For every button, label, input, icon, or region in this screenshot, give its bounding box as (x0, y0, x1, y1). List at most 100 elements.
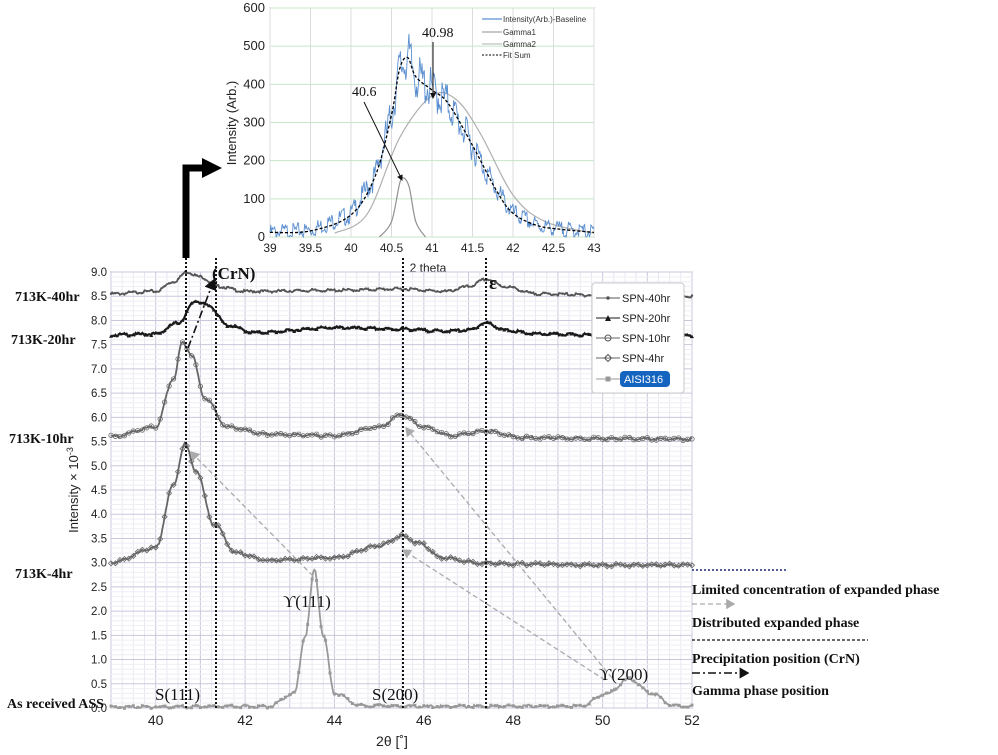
series-point-spn-20hr (162, 328, 167, 333)
series-point-spn-4hr (510, 562, 517, 569)
inset-y-axis-label: Intensity (Arb.) (224, 81, 239, 166)
series-point-aisi316 (574, 704, 578, 708)
series-point-spn-40hr (543, 291, 546, 295)
series-point-spn-10hr (430, 426, 436, 432)
series-point-spn-10hr (179, 339, 186, 345)
series-point-spn-4hr (393, 534, 401, 541)
series-point-spn-40hr (217, 283, 220, 287)
series-point-spn-40hr (208, 281, 211, 284)
series-point-spn-40hr (275, 290, 278, 293)
series-point-spn-4hr (358, 547, 365, 554)
series-point-spn-4hr (568, 561, 575, 568)
series-point-spn-4hr (385, 539, 392, 546)
series-point-spn-4hr (228, 547, 235, 554)
series-point-spn-20hr (515, 328, 520, 332)
series-point-aisi316 (426, 704, 430, 708)
series-point-aisi316 (207, 704, 211, 708)
series-point-aisi316 (198, 706, 202, 710)
series-point-aisi316 (520, 705, 524, 709)
series-point-spn-20hr (439, 328, 444, 333)
series-point-spn-4hr (233, 549, 240, 556)
series-point-spn-4hr (121, 555, 128, 563)
series-point-spn-40hr (158, 289, 162, 292)
series-point-aisi316 (248, 705, 252, 709)
series-point-spn-20hr (301, 326, 306, 330)
series-point-spn-40hr (498, 283, 502, 287)
series-point-spn-4hr (143, 547, 150, 554)
series-point-spn-10hr (546, 433, 552, 440)
series-point-spn-10hr (416, 423, 422, 429)
series-point-spn-20hr (479, 322, 484, 326)
inset-x-tick-label: 40 (344, 241, 358, 255)
main-x-tick-label: 46 (416, 712, 432, 728)
main-y-tick-label: 3.5 (91, 533, 107, 545)
inset-series-group (269, 33, 595, 239)
series-point-spn-20hr (386, 326, 391, 330)
series-point-spn-20hr (690, 334, 694, 339)
series-point-aisi316 (498, 704, 502, 708)
main-x-tick-label: 40 (148, 712, 164, 728)
series-point-aisi316 (221, 705, 225, 709)
series-point-spn-4hr (130, 552, 137, 560)
series-point-spn-20hr (488, 320, 493, 325)
series-point-spn-10hr (439, 429, 445, 436)
legend-marker-spn10 (604, 334, 612, 342)
legend-marker-aisi316 (605, 376, 611, 382)
series-point-spn-40hr (351, 288, 354, 292)
series-point-spn-40hr (583, 295, 586, 298)
main-y-axis-label-text: Intensity × 10 (66, 455, 81, 533)
series-point-aisi316 (122, 706, 126, 710)
series-point-aisi316 (337, 693, 341, 697)
series-point-spn-20hr (453, 327, 458, 332)
series-point-spn-10hr (229, 423, 235, 429)
series-point-spn-4hr (242, 552, 249, 559)
series-point-spn-20hr (287, 328, 292, 332)
series-point-aisi316 (627, 676, 631, 680)
series-point-spn-10hr (354, 429, 360, 436)
series-point-spn-20hr (171, 320, 176, 325)
series-point-aisi316 (203, 705, 207, 709)
series-point-aisi316 (408, 704, 412, 708)
series-point-spn-20hr (395, 328, 400, 332)
main-y-tick-label: 4.0 (91, 509, 107, 521)
series-point-spn-20hr (278, 329, 283, 334)
series-point-spn-20hr (305, 326, 310, 331)
main-y-tick-label: 5.5 (91, 437, 107, 449)
series-point-spn-4hr (139, 546, 146, 553)
shift-arrow-111 (190, 451, 314, 577)
series-point-aisi316 (404, 705, 408, 709)
series-point-spn-4hr (317, 554, 325, 561)
series-point-spn-4hr (206, 513, 213, 520)
series-point-spn-4hr (465, 557, 472, 564)
sample-label-as-received: As received ASS (7, 697, 104, 712)
series-point-spn-40hr (315, 289, 318, 292)
series-point-spn-4hr (183, 442, 191, 450)
series-point-spn-10hr (407, 415, 414, 422)
main-ticks: 40 42 44 46 48 50 52 0.0 0.5 1.0 1.5 2.0 2.5 3.0 3.5 4.… (91, 267, 700, 728)
inset-x-tick-label: 40.5 (380, 241, 404, 255)
series-point-spn-4hr (322, 555, 329, 562)
series-point-spn-40hr (395, 286, 399, 289)
legend-label-spn40: SPN-40hr (622, 293, 671, 305)
series-point-spn-40hr (507, 285, 510, 289)
series-point-spn-40hr (141, 291, 144, 295)
series-point-spn-4hr (349, 549, 356, 556)
series-point-aisi316 (502, 705, 506, 709)
series-point-spn-20hr (457, 329, 462, 333)
series-point-spn-20hr (555, 331, 560, 335)
series-point-spn-10hr (519, 435, 525, 442)
series-point-spn-4hr (443, 555, 450, 562)
series-point-aisi316 (453, 705, 457, 709)
series-point-spn-10hr (586, 436, 592, 442)
series-point-aisi316 (109, 704, 113, 708)
series-point-spn-40hr (503, 285, 506, 289)
series-point-spn-40hr (306, 290, 309, 293)
series-point-spn-40hr (172, 281, 175, 284)
series-point-aisi316 (601, 693, 605, 697)
series-point-spn-4hr (554, 562, 561, 569)
series-point-aisi316 (136, 705, 140, 709)
series-point-spn-40hr (458, 286, 461, 289)
series-point-spn-10hr (689, 436, 695, 442)
series-point-spn-10hr (121, 433, 128, 439)
series-point-spn-4hr (353, 547, 360, 554)
